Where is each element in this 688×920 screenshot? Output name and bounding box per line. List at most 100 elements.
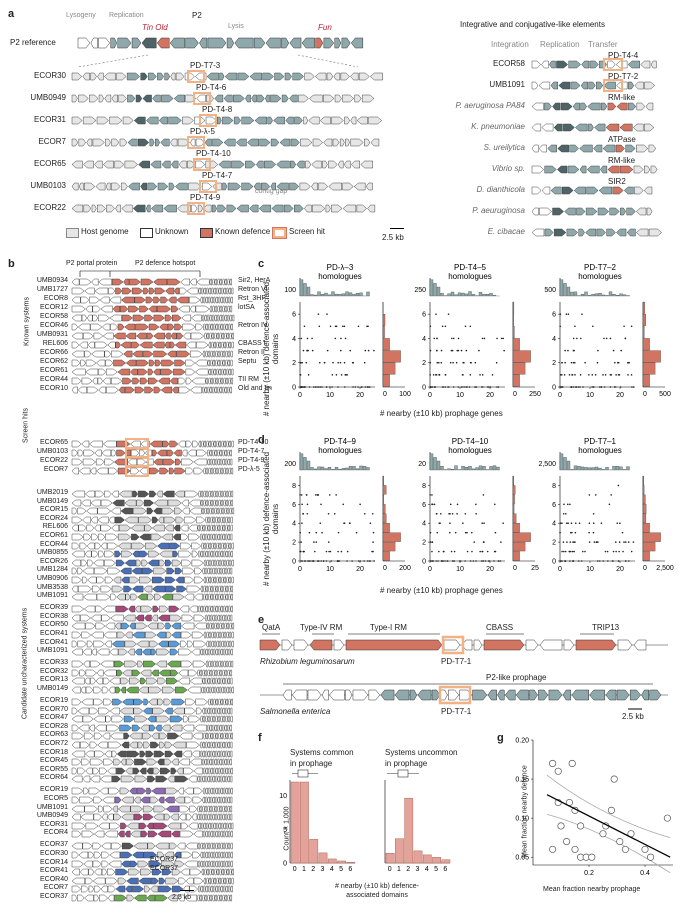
panel-b-track (71, 886, 233, 893)
scatter-point (480, 560, 483, 562)
top-hist-bar (440, 293, 444, 297)
panel-a-gene (78, 138, 87, 147)
panel-b-gene (200, 525, 203, 532)
panel-a-hit-label: PD-T4-7 (202, 171, 233, 180)
panel-b-strain: ECOR37 (39, 841, 68, 849)
panel-a-gene (270, 138, 280, 147)
panel-b-gene (205, 350, 208, 358)
top-hist-bar (573, 465, 578, 471)
panel-b-gene (227, 648, 231, 656)
histogram-bar (395, 838, 404, 864)
panel-b-strain: ECOR44 (39, 540, 68, 548)
top-hist-bar (338, 468, 342, 471)
panel-a-gene (97, 72, 104, 81)
panel-b-gene (148, 305, 157, 313)
panel-b-gene (222, 776, 225, 783)
screen-hit-box (603, 58, 623, 71)
p2-label: P2 (192, 11, 202, 20)
panel-b-gene (230, 368, 234, 376)
scatter-point (308, 560, 311, 562)
scatter-point (313, 541, 315, 543)
panel-b-gene (210, 368, 214, 376)
panel-b-gene (226, 631, 229, 639)
scatter-point (579, 386, 581, 388)
ice-track (531, 123, 655, 132)
scatter-point (340, 550, 343, 553)
panel-b-gene (105, 533, 119, 541)
panel-b-gene (161, 359, 175, 367)
panel-b-gene (227, 750, 230, 757)
panel-b-gene (216, 332, 220, 340)
panel-b-gene (173, 368, 186, 376)
panel-b-gene (224, 623, 227, 630)
panel-b-gene (91, 278, 99, 286)
panel-b-track (71, 623, 235, 630)
panel-b-gene (71, 631, 82, 639)
panel-b-gene (192, 660, 206, 668)
panel-b-gene (220, 831, 223, 838)
panel-a-gene (190, 138, 196, 147)
panel-b-gene (143, 886, 151, 893)
y-tick: 0 (552, 385, 556, 392)
panel-b-gene (216, 542, 219, 549)
panel-b-gene (167, 323, 175, 331)
panel-b-gene (200, 886, 203, 893)
panel-b-gene (214, 305, 218, 313)
panel-b-gene (222, 741, 225, 749)
panel-b-gene (229, 623, 232, 630)
panel-b-gene (116, 593, 126, 601)
scatter-point (572, 361, 575, 364)
panel-b-gene (217, 851, 221, 859)
panel-b-gene (185, 359, 196, 367)
trip13-label: TRIP13 (592, 623, 620, 632)
panel-b-gene (159, 467, 170, 475)
scatter-point (559, 560, 561, 562)
scatter-point (455, 361, 458, 364)
panel-b-gene (178, 813, 187, 821)
panel-b-gene (166, 660, 181, 668)
scatter-point (340, 374, 343, 376)
panel-b-gene (219, 568, 223, 575)
panel-b-gene (219, 623, 222, 630)
scatter-point (305, 361, 308, 364)
panel-b-gene (147, 776, 156, 783)
panel-b-gene (201, 868, 204, 876)
panel-b-gene (100, 776, 112, 783)
hit-system-label: PD-T4-10 (238, 439, 269, 446)
scatter-point (301, 361, 303, 364)
scatter-point (627, 541, 630, 543)
panel-b-strain: ECOR41 (39, 867, 68, 875)
scatter-point (620, 349, 622, 352)
panel-b-strain: UMB1091 (36, 592, 68, 600)
panel-b-gene (142, 350, 154, 358)
panel-b-gene (228, 377, 231, 385)
scatter-point (554, 767, 562, 775)
panel-b-gene (223, 660, 226, 668)
panel-b-gene (115, 605, 129, 613)
panel-a-gene (354, 94, 362, 103)
panel-b-strain: ECOR26 (39, 557, 68, 565)
panel-b-gene (219, 278, 222, 286)
side-hist-bar (642, 485, 645, 495)
panel-b-gene (118, 386, 125, 394)
panel-b-gene (113, 758, 122, 766)
scatter-point (359, 503, 361, 506)
panel-b-gene (217, 796, 220, 804)
panel-b-gene (84, 490, 95, 498)
panel-b-strain: ECOR19 (39, 786, 68, 794)
panel-b-strain: ECOR28 (39, 722, 68, 730)
panel-b-gene (186, 287, 199, 295)
panel-b-gene (147, 831, 158, 838)
panel-b-gene (210, 585, 214, 592)
p2-ref-gene (90, 37, 98, 49)
panel-b-gene (211, 640, 214, 647)
panel-b-gene (179, 605, 190, 613)
panel-b-gene (212, 614, 215, 622)
panel-b-gene (117, 805, 131, 812)
panel-b-gene (229, 314, 232, 322)
panel-a-gene (103, 72, 116, 81)
panel-b-gene (166, 449, 174, 457)
panel-b-gene (135, 332, 147, 340)
scatter-point (329, 386, 331, 388)
